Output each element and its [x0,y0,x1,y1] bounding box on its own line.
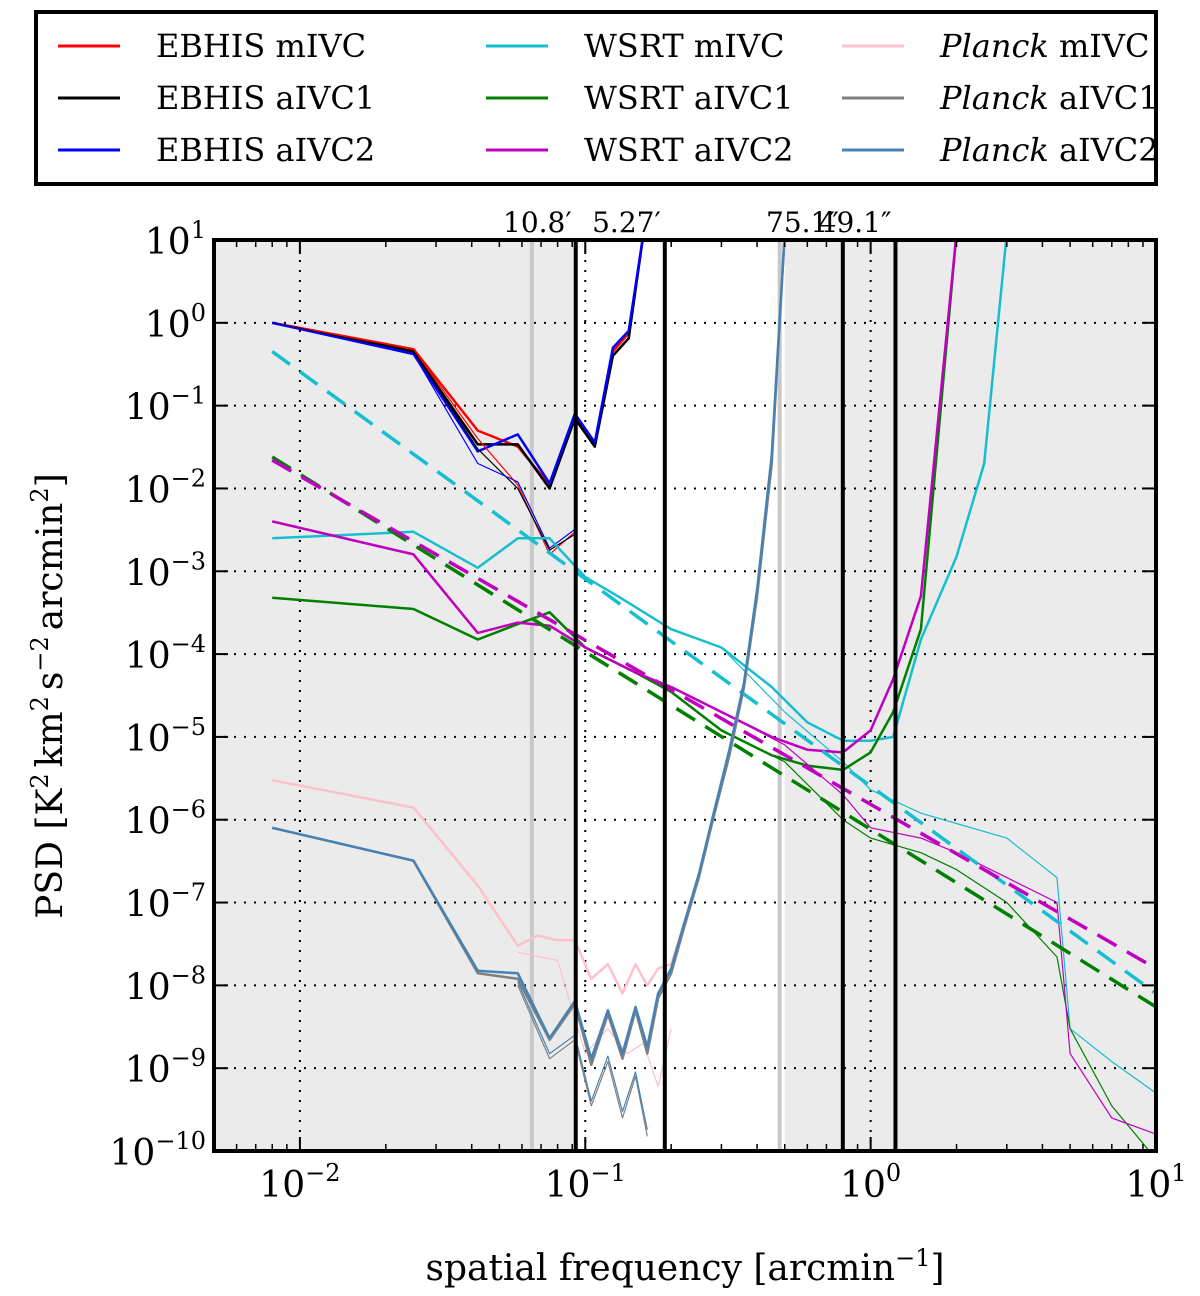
legend-label: Planck aIVC2 [939,131,1159,169]
legend-frame [34,10,1158,186]
y-tick-label: 10−6 [125,796,206,843]
y-tick-label: 10−8 [125,961,206,1008]
shaded-region-2 [784,240,1156,1151]
legend-label: WSRT aIVC2 [584,131,794,169]
series-layer [271,240,1156,1151]
legend-entry-wsrt-aivc2: WSRT aIVC2 [486,131,794,169]
legend-label: Planck aIVC1 [939,79,1159,117]
y-axis-label: PSD [K2km2s−2arcmin2] [26,473,71,919]
grid [214,240,1156,1151]
shaded-regions [214,240,1156,1151]
x-tick-label: 10−2 [259,1159,340,1206]
legend: EBHIS mIVC EBHIS aIVC1 EBHIS aIVC2 WSRT mIV… [34,10,1159,186]
series-planck-aivc2-thin [517,981,648,1131]
series-ebhis-aivc1-thin [272,322,576,551]
legend-label: EBHIS aIVC1 [156,79,375,117]
series-wsrt-mivc-thin [720,647,1156,1094]
x-tick-label: 100 [840,1159,901,1206]
beam-label-3: 75.1″ [766,206,839,239]
x-tick-label: 101 [1125,1159,1186,1206]
series-planck-aivc1-thin [517,985,648,1137]
beam-label-1: 10.8′ [503,206,572,239]
y-tick-label: 10−4 [125,630,206,677]
legend-label: EBHIS mIVC [156,27,366,65]
series-ebhis-mivc-thin [272,322,576,556]
y-tick-label: 10−1 [125,382,206,429]
legend-entry-planck-mivc: Planck mIVC [842,27,1150,65]
legend-label: WSRT aIVC1 [584,79,794,117]
legend-label: Planck mIVC [939,27,1150,65]
beam-lines: 10.8′ 5.27′ 75.1″49.1″ [503,206,898,1151]
beam-label-4: 49.1″ [819,206,892,239]
y-tick-label: 10−2 [125,464,206,511]
y-tick-label: 10−5 [125,713,206,760]
legend-entry-planck-aivc2: Planck aIVC2 [842,131,1159,169]
x-tick-label: 10−1 [545,1159,626,1206]
y-tick-label: 10−7 [125,879,206,926]
series-ebhis-aivc1 [271,240,644,490]
y-tick-label: 10−9 [125,1044,206,1091]
y-tick-label: 10−3 [125,547,206,594]
y-tick-label: 10−10 [110,1127,206,1174]
legend-entry-ebhis-mivc: EBHIS mIVC [58,27,366,65]
legend-entry-wsrt-aivc1: WSRT aIVC1 [486,79,794,117]
legend-entry-wsrt-mivc: WSRT mIVC [486,27,784,65]
beam-label-2: 5.27′ [592,206,661,239]
plot-frame [212,238,1158,1153]
x-axis-label: spatial frequency [arcmin−1] [425,1244,944,1289]
legend-entry-ebhis-aivc2: EBHIS aIVC2 [58,131,375,169]
legend-entry-planck-aivc1: Planck aIVC1 [842,79,1159,117]
series-wsrt-mivc-fit [271,350,1156,995]
series-ebhis-aivc2 [271,240,644,485]
series-wsrt-aivc1 [272,240,958,772]
series-ebhis-aivc2-thin [272,322,576,549]
legend-entry-ebhis-aivc1: EBHIS aIVC1 [58,79,375,117]
y-tick-label: 101 [145,216,206,263]
series-wsrt-aivc2 [271,240,958,754]
series-planck-aivc2 [271,240,786,1060]
shaded-region-1 [214,240,576,1151]
legend-label: EBHIS aIVC2 [156,131,375,169]
legend-label: WSRT mIVC [584,27,784,65]
y-tick-label: 100 [145,299,206,346]
series-wsrt-aivc1-fit [271,455,1156,1009]
